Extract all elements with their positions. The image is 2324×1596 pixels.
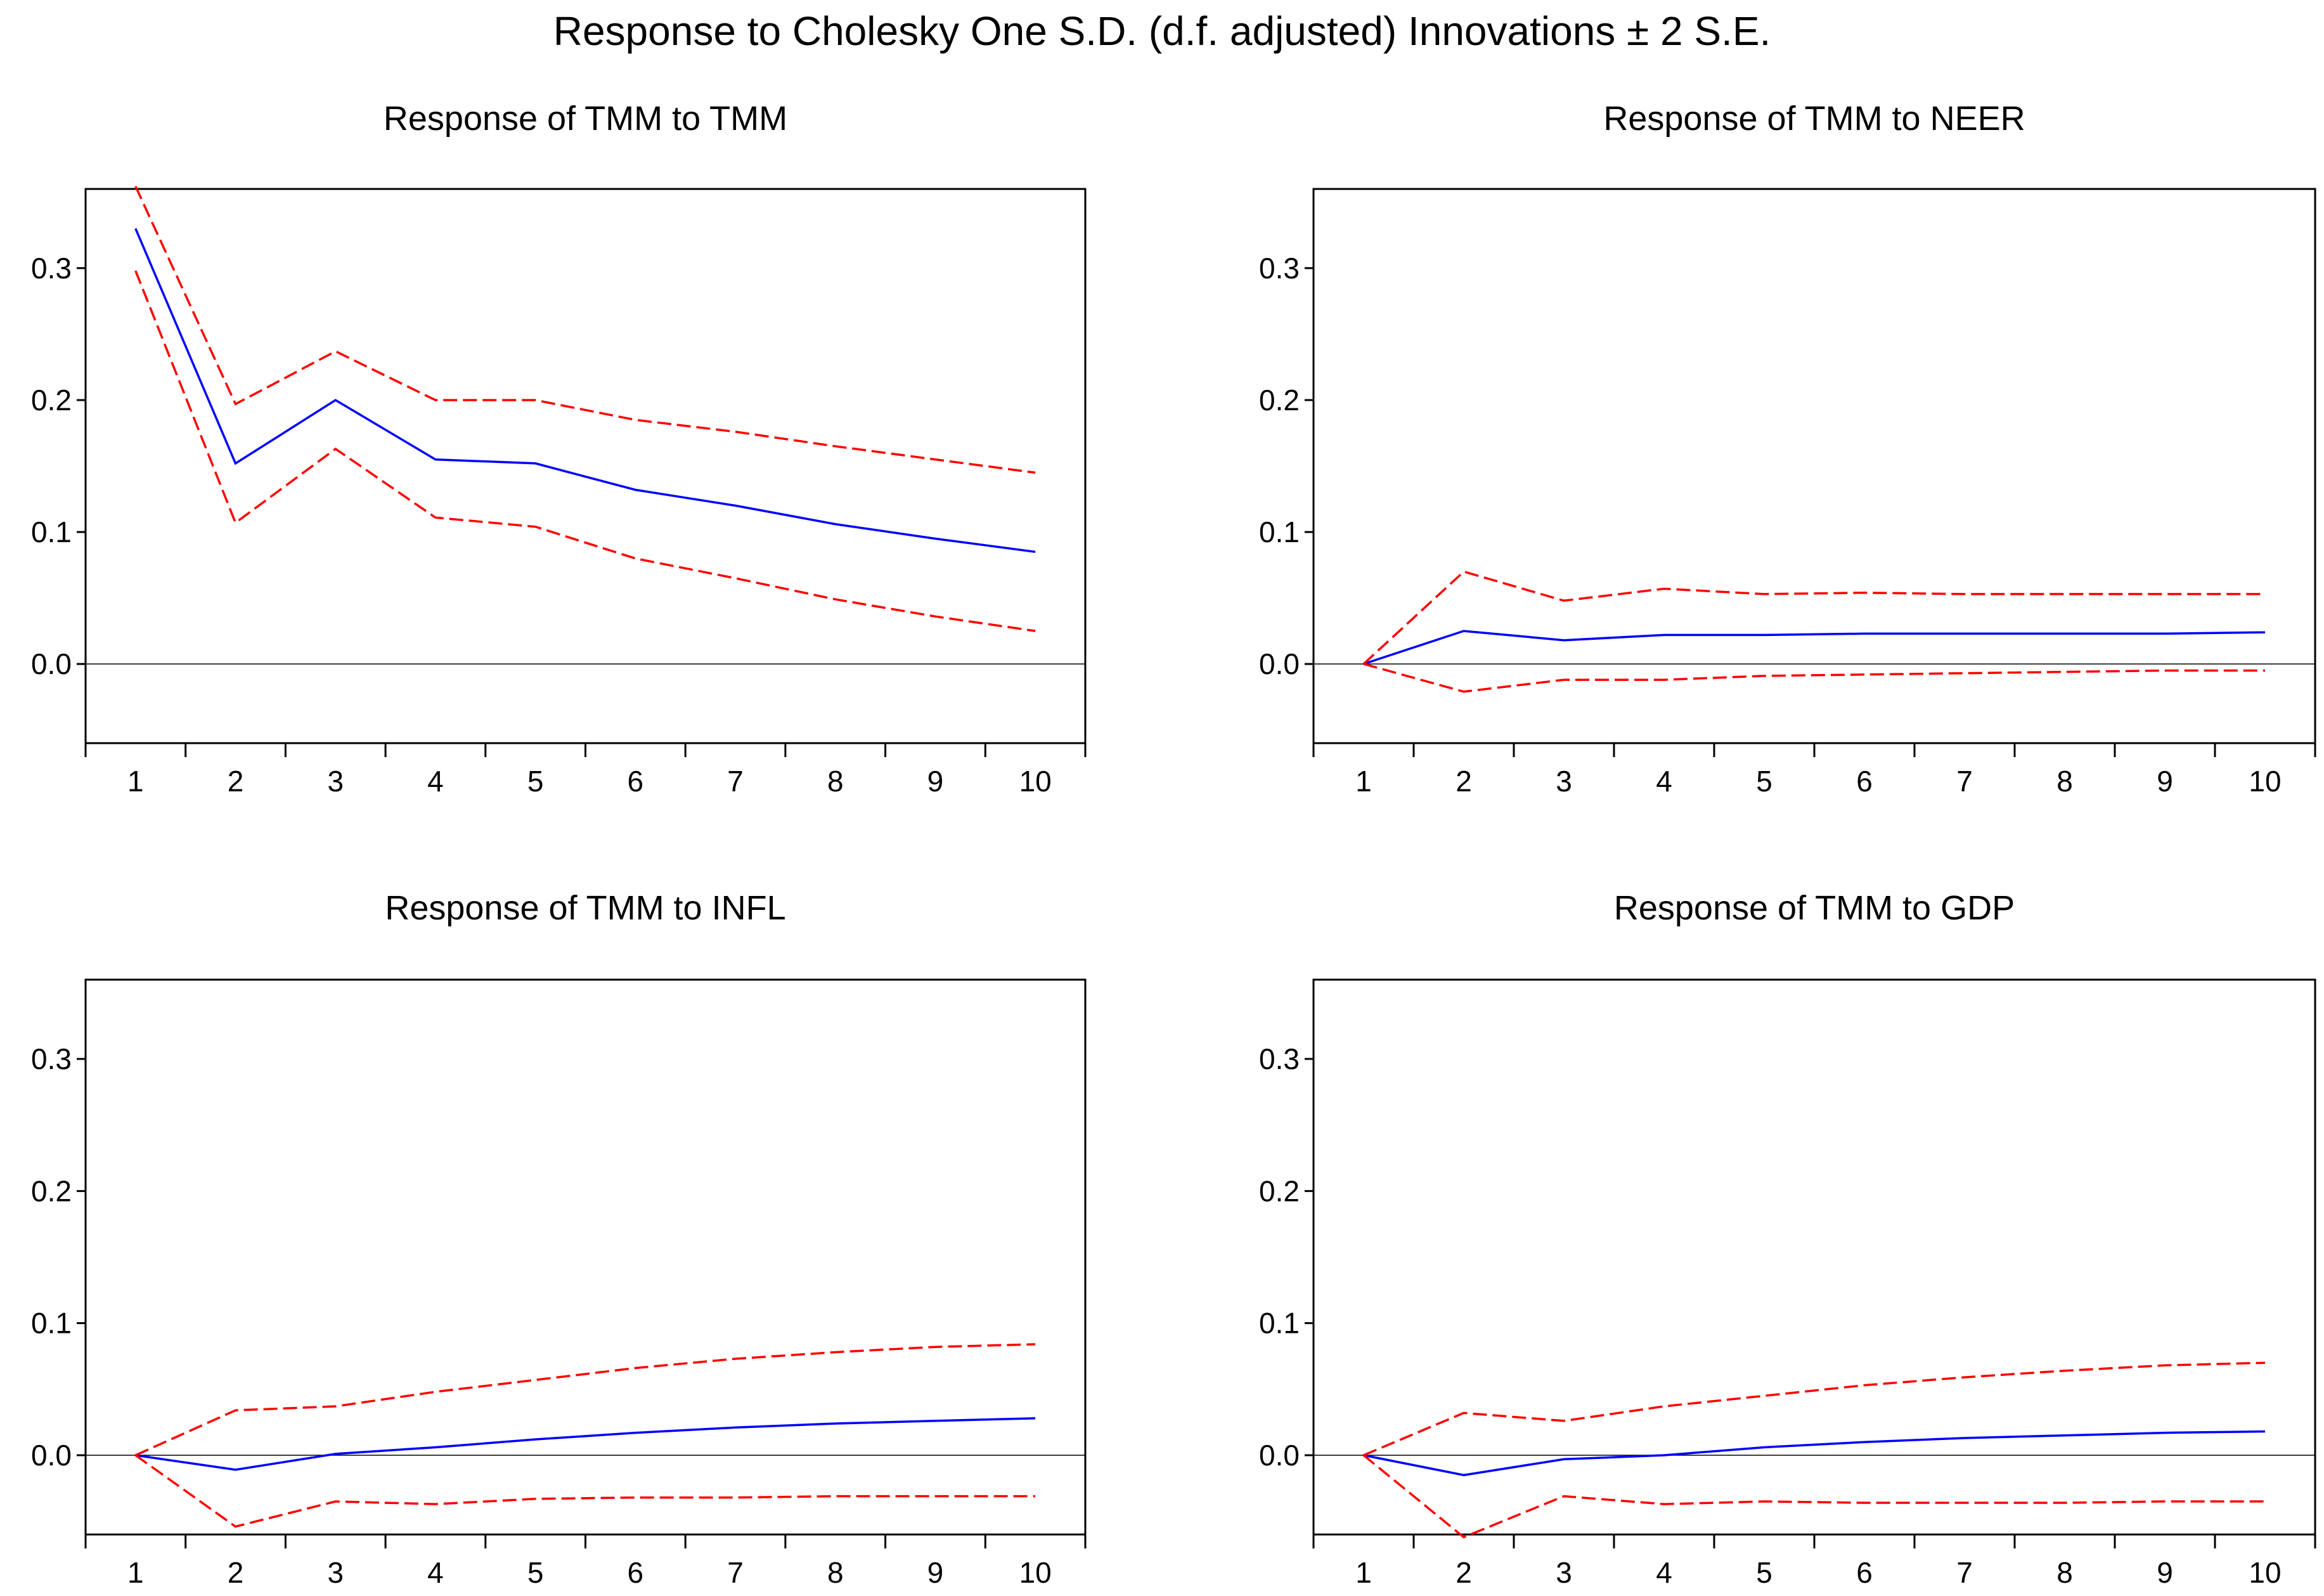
y-tick-label: 0.2 bbox=[1259, 384, 1300, 417]
x-tick-label: 3 bbox=[327, 1556, 344, 1589]
panel-tmm-to-gdp: Response of TMM to GDP 0.0 0.1 0.2 0.3 1 2 3 4 5 6… bbox=[1259, 889, 2316, 1589]
panel-title: Response of TMM to TMM bbox=[384, 100, 787, 138]
x-tick-label: 9 bbox=[2157, 765, 2173, 798]
x-tick-label: 5 bbox=[527, 765, 544, 798]
series-upper-line bbox=[134, 186, 1036, 474]
y-tick-label: 0.0 bbox=[31, 647, 72, 680]
x-tick-label: 5 bbox=[527, 1556, 544, 1589]
x-tick-label: 6 bbox=[1856, 1556, 1873, 1589]
plot-frame bbox=[84, 188, 1087, 744]
x-tick-label: 8 bbox=[827, 765, 844, 798]
x-tick-label: 6 bbox=[1856, 765, 1873, 798]
y-tick-label: 0.0 bbox=[1259, 647, 1300, 680]
figure-title: Response to Cholesky One S.D. (d.f. adju… bbox=[553, 8, 1771, 54]
y-tick-label: 0.3 bbox=[31, 252, 72, 285]
series-lower-line bbox=[1363, 663, 2265, 693]
series-response-line bbox=[135, 1417, 1036, 1471]
plot-frame bbox=[1312, 978, 2316, 1536]
y-tick-label: 0.1 bbox=[31, 516, 72, 548]
x-tick-label: 2 bbox=[1456, 765, 1472, 798]
x-tick-label: 2 bbox=[1456, 1556, 1472, 1589]
x-tick-label: 8 bbox=[2056, 1556, 2073, 1589]
x-tick-label: 8 bbox=[2056, 765, 2073, 798]
x-tick-label: 1 bbox=[1355, 765, 1372, 798]
x-tick-label: 6 bbox=[628, 1556, 644, 1589]
y-tick-label: 0.3 bbox=[1259, 1042, 1300, 1075]
series-response-line bbox=[1363, 630, 2266, 665]
x-tick-label: 1 bbox=[127, 1556, 144, 1589]
y-tick-label: 0.1 bbox=[1259, 1307, 1300, 1340]
x-tick-label: 9 bbox=[2157, 1556, 2173, 1589]
x-tick-label: 4 bbox=[427, 765, 444, 798]
series-upper-line bbox=[1363, 1361, 2266, 1457]
x-tick-label: 8 bbox=[827, 1556, 844, 1589]
series-response-line bbox=[1363, 1430, 2266, 1477]
x-tick-label: 4 bbox=[1656, 1556, 1672, 1589]
y-tick-label: 0.3 bbox=[1259, 252, 1300, 285]
y-tick-label: 0.3 bbox=[31, 1042, 72, 1075]
series-lower-line bbox=[134, 1454, 1036, 1528]
x-tick-label: 6 bbox=[628, 765, 644, 798]
panel-title: Response of TMM to NEER bbox=[1603, 100, 2025, 138]
series-lower-line bbox=[1362, 1454, 2265, 1539]
x-tick-label: 4 bbox=[427, 1556, 444, 1589]
x-tick-label: 4 bbox=[1656, 765, 1672, 798]
panel-title: Response of TMM to INFL bbox=[385, 889, 785, 927]
panel-tmm-to-tmm: Response of TMM to TMM 0.0 0.1 0.2 0.3 1 2 3 4 5 6… bbox=[31, 100, 1087, 798]
series-lower-line bbox=[134, 270, 1036, 632]
x-tick-label: 3 bbox=[1556, 765, 1572, 798]
panel-tmm-to-infl: Response of TMM to INFL 0.0 0.1 0.2 0.3 1 2 3 4 5… bbox=[31, 889, 1087, 1589]
x-tick-label: 3 bbox=[327, 765, 344, 798]
x-tick-label: 7 bbox=[1956, 1556, 1973, 1589]
series-upper-line bbox=[135, 1343, 1036, 1457]
y-tick-label: 0.2 bbox=[1259, 1174, 1300, 1207]
series-response-line bbox=[134, 228, 1036, 554]
x-tick-label: 5 bbox=[1756, 1556, 1772, 1589]
x-tick-label: 2 bbox=[228, 1556, 244, 1589]
x-tick-label: 9 bbox=[927, 1556, 944, 1589]
x-tick-label: 1 bbox=[127, 765, 144, 798]
x-tick-label: 7 bbox=[727, 1556, 744, 1589]
plot-frame bbox=[1312, 188, 2316, 744]
y-tick-label: 0.0 bbox=[1259, 1439, 1300, 1472]
series-upper-line bbox=[1362, 570, 2265, 665]
x-tick-label: 10 bbox=[1019, 1556, 1052, 1589]
y-tick-label: 0.1 bbox=[31, 1307, 72, 1340]
panel-title: Response of TMM to GDP bbox=[1614, 889, 2015, 927]
y-tick-label: 0.0 bbox=[31, 1439, 72, 1472]
x-tick-label: 9 bbox=[927, 765, 944, 798]
x-tick-label: 10 bbox=[2249, 765, 2281, 798]
x-tick-label: 7 bbox=[1956, 765, 1973, 798]
x-tick-label: 5 bbox=[1756, 765, 1772, 798]
x-tick-label: 7 bbox=[727, 765, 744, 798]
x-tick-label: 1 bbox=[1355, 1556, 1372, 1589]
y-tick-label: 0.1 bbox=[1259, 516, 1300, 548]
x-tick-label: 2 bbox=[228, 765, 244, 798]
panel-tmm-to-neer: Response of TMM to NEER 0.0 0.1 0.2 0.3 1 2 3 4 5… bbox=[1259, 100, 2316, 798]
y-tick-label: 0.2 bbox=[31, 1174, 72, 1207]
x-tick-label: 10 bbox=[2249, 1556, 2281, 1589]
y-tick-label: 0.2 bbox=[31, 384, 72, 417]
plot-frame bbox=[84, 978, 1087, 1536]
x-tick-label: 10 bbox=[1019, 765, 1052, 798]
x-tick-label: 3 bbox=[1556, 1556, 1572, 1589]
